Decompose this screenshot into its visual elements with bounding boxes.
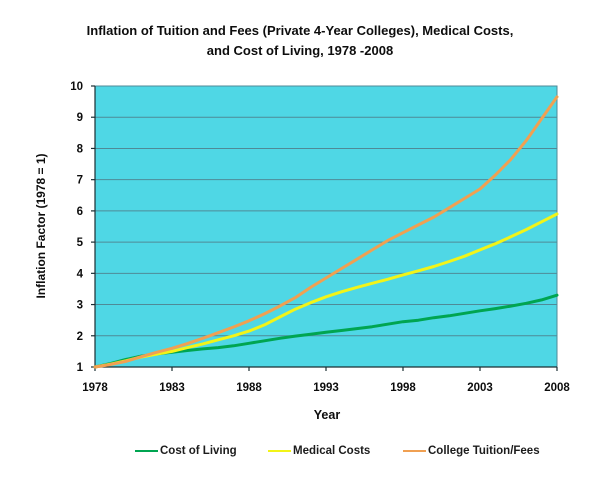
y-tick-label-8: 8: [77, 143, 84, 155]
y-tick-label-2: 2: [77, 331, 83, 343]
chart-title: Inflation of Tuition and Fees (Private 4…: [0, 21, 600, 61]
legend-swatch-college-tuition-fees: [403, 449, 426, 453]
legend: Cost of Living Medical Costs College Tui…: [0, 443, 600, 461]
x-tick-label-1978: 1978: [82, 382, 108, 394]
x-tick-label-2008: 2008: [544, 382, 570, 394]
series-line-college-tuition-fees: [93, 95, 559, 369]
y-tick-label-7: 7: [77, 175, 83, 187]
x-tick-label-1988: 1988: [236, 382, 262, 394]
legend-label-cost-of-living: Cost of Living: [160, 445, 237, 457]
x-axis-title: Year: [313, 408, 341, 422]
y-axis-title: Inflation Factor (1978 = 1): [34, 153, 48, 299]
chart-title-line-2: and Cost of Living, 1978 -2008: [206, 43, 394, 58]
y-tick-label-4: 4: [77, 268, 84, 280]
y-tick-label-3: 3: [77, 300, 83, 312]
plot-background: [95, 86, 557, 367]
legend-label-college-tuition-fees: College Tuition/Fees: [428, 445, 540, 457]
legend-item-cost-of-living: Cost of Living: [135, 443, 237, 459]
legend-label-medical-costs: Medical Costs: [293, 445, 371, 457]
x-tick-label-1993: 1993: [313, 382, 339, 394]
x-tick-label-2003: 2003: [467, 382, 493, 394]
y-tick-label-9: 9: [77, 112, 83, 124]
y-tick-label-5: 5: [77, 237, 84, 249]
legend-swatch-medical-costs: [268, 449, 291, 453]
y-tick-label-6: 6: [77, 206, 83, 218]
y-tick-label-1: 1: [77, 362, 84, 374]
legend-swatch-cost-of-living: [135, 449, 158, 453]
legend-item-college-tuition-fees: College Tuition/Fees: [403, 443, 540, 459]
series-line-medical-costs: [93, 212, 559, 369]
chart-title-line-1: Inflation of Tuition and Fees (Private 4…: [86, 23, 514, 38]
x-tick-label-1983: 1983: [159, 382, 185, 394]
y-tick-label-10: 10: [70, 81, 83, 93]
legend-item-medical-costs: Medical Costs: [268, 443, 370, 459]
x-tick-label-1998: 1998: [390, 382, 416, 394]
